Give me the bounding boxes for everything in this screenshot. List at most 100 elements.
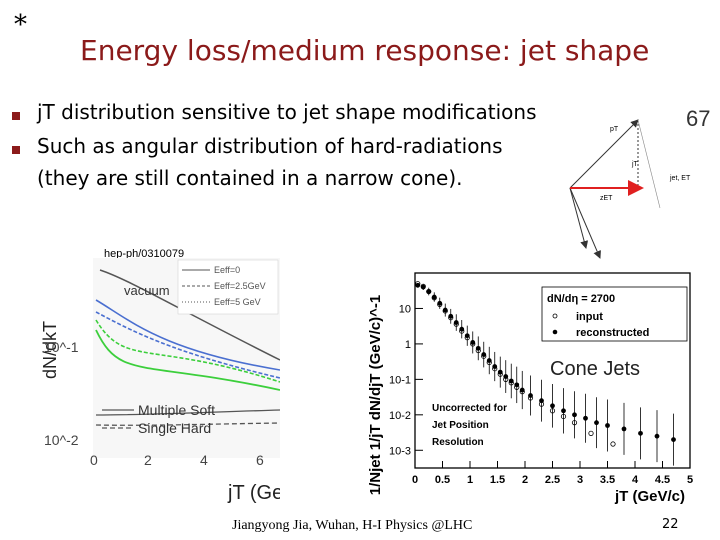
curve-eeff-2p5 — [95, 311, 280, 379]
left-xtick-4: 4 — [200, 452, 208, 468]
reconstructed-point — [481, 352, 487, 357]
right-ytick-label: 10-3 — [389, 445, 411, 457]
right-xtick-label: 4 — [632, 474, 639, 486]
reconstructed-point — [519, 387, 525, 393]
left-ytick-1: 10^-1 — [44, 339, 79, 355]
slide-footer: Jiangyong Jia, Wuhan, H-I Physics @LHC — [232, 518, 473, 533]
right-xtick-label: 4.5 — [655, 474, 670, 486]
left-xtick-2: 2 — [144, 452, 152, 468]
reconstructed-point — [470, 340, 476, 345]
bullet-text-1: jT distribution sensitive to jet shape m… — [37, 100, 537, 124]
reconstructed-point — [583, 415, 588, 421]
slide-star: * — [14, 10, 27, 40]
reconstructed-point — [514, 382, 520, 388]
curve-green-dashed — [95, 319, 280, 383]
reconstructed-point — [528, 393, 533, 398]
legend-reconstructed: reconstructed — [576, 327, 649, 339]
reconstructed-point — [605, 423, 610, 428]
diagram-label-jt: jT — [631, 161, 639, 168]
reconstructed-point — [594, 420, 599, 426]
left-xtick-6: 6 — [256, 452, 264, 468]
reconstructed-point — [539, 398, 544, 404]
reconstructed-point — [572, 412, 577, 418]
reconstructed-point — [448, 313, 454, 319]
legend-input: input — [576, 311, 603, 323]
particle-vector-1 — [569, 187, 601, 259]
particle-vector-2 — [569, 187, 589, 249]
legend-multiple-soft: Multiple Soft — [138, 402, 215, 418]
legend-eeff-2p5: Eeff=2.5GeV — [214, 281, 266, 291]
reconstructed-point — [497, 369, 503, 375]
annotation-line-1: Uncorrected for — [432, 403, 507, 414]
reconstructed-series — [415, 282, 676, 466]
bullet-text-2: Such as angular distribution of hard-rad… — [37, 134, 503, 158]
curve-eeff-0 — [95, 299, 280, 371]
right-xtick-label: 3.5 — [600, 474, 615, 486]
reconstructed-point — [561, 408, 566, 414]
right-legend — [541, 286, 688, 342]
right-ylabel: 1/Njet 1/jT dN/djT (GeV/c)^-1 — [367, 295, 384, 495]
right-xtick-label: 1 — [467, 474, 473, 486]
bullet-text-3: (they are still contained in a narrow co… — [37, 166, 463, 190]
reconstructed-point — [415, 282, 421, 288]
vacuum-curve — [99, 269, 280, 361]
right-ytick-label: 1 — [405, 339, 411, 351]
vacuum-label: vacuum — [124, 283, 170, 298]
left-ylabel: dN/dkT — [40, 321, 60, 379]
curve-multiple-soft — [95, 409, 280, 416]
right-y-ticks: 10 1 10-1 10-2 10-3 — [389, 303, 423, 457]
reconstructed-point — [492, 364, 498, 369]
right-xtick-label: 5 — [687, 474, 693, 486]
reconstructed-point — [431, 294, 437, 300]
legend-eeff-5: Eeff=5 GeV — [214, 297, 261, 307]
right-legend-title: dN/dη = 2700 — [547, 293, 615, 305]
left-xtick-0: 0 — [90, 452, 98, 468]
right-xtick-label: 0.5 — [435, 474, 450, 486]
page-number: 22 — [662, 517, 679, 532]
slide-title: Energy loss/medium response: jet shape — [80, 34, 650, 67]
left-ytick-2: 10^-2 — [44, 432, 79, 448]
reconstructed-point — [621, 426, 627, 432]
reconstructed-point — [671, 437, 676, 442]
right-x-ticks: 0 0.5 1 1.5 2 2.5 3 3.5 4 4.5 5 — [412, 461, 693, 486]
right-xlabel: jT (GeV/c) — [614, 488, 685, 505]
reconstructed-point — [464, 333, 470, 339]
reconstructed-point — [638, 430, 643, 436]
left-legend-top — [177, 259, 279, 315]
reconstructed-point — [486, 358, 492, 363]
reconstructed-point — [426, 289, 432, 294]
legend-reconstructed-marker — [552, 329, 558, 335]
reconstructed-point — [459, 326, 465, 332]
reconstructed-point — [442, 307, 448, 313]
left-kt-plot: hep-ph/0310079 dN/dkT 10^-1 10^-2 0 2 4 … — [40, 248, 280, 504]
right-ytick-label: 10 — [399, 303, 411, 315]
curve-green-solid — [95, 329, 280, 391]
right-plot-title: Cone Jets — [550, 358, 640, 380]
diagram-label-zet: zET — [600, 195, 613, 202]
annotation-line-2: Jet Position — [432, 420, 489, 431]
left-xlabel: jT (GeV — [227, 482, 280, 504]
right-ytick-label: 10-2 — [389, 410, 411, 422]
legend-eeff-0: Eeff=0 — [214, 265, 240, 275]
input-point — [588, 430, 594, 436]
diagram-label-pt: pT — [610, 126, 619, 133]
curve-single-hard — [95, 422, 280, 426]
jet-kinematics-diagram: pT jT jet, ET zET 67 — [569, 106, 710, 259]
reconstructed-point — [453, 320, 459, 325]
right-xtick-label: 1.5 — [490, 474, 505, 486]
right-xtick-label: 0 — [412, 474, 418, 486]
right-xtick-label: 2 — [522, 474, 528, 486]
legend-single-hard: Single Hard — [138, 420, 211, 436]
reconstructed-point — [420, 284, 426, 290]
right-ytick-label: 10-1 — [389, 374, 411, 386]
diagram-cutoff-text: 67 — [686, 106, 710, 131]
right-xtick-label: 3 — [577, 474, 583, 486]
cone-jets-plot: 10 1 10-1 10-2 10-3 0 0.5 1 1.5 2 2.5 3 3.5 4 4.5 5 dN… — [367, 272, 693, 505]
reconstructed-point — [475, 345, 481, 351]
reconstructed-point — [654, 433, 660, 439]
pt-vector — [569, 119, 639, 189]
reconstructed-point — [550, 403, 555, 409]
annotation-line-3: Resolution — [432, 437, 484, 448]
right-xtick-label: 2.5 — [545, 474, 560, 486]
diagram-label-jet: jet, ET — [669, 175, 691, 182]
